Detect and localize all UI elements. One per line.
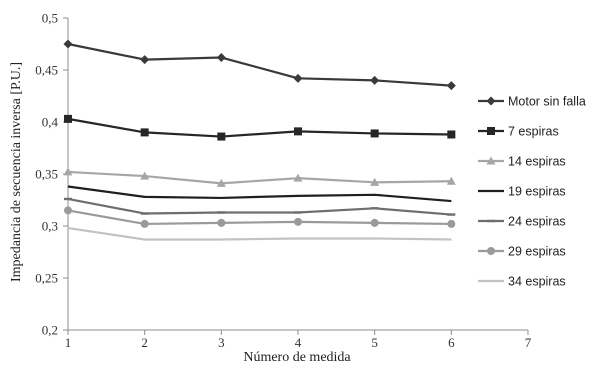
data-point bbox=[294, 217, 302, 226]
data-point bbox=[370, 177, 380, 186]
data-point bbox=[63, 167, 73, 176]
data-point bbox=[140, 212, 149, 215]
legend-marker bbox=[487, 247, 495, 255]
series-4 bbox=[67, 185, 452, 203]
series-line bbox=[67, 185, 452, 203]
data-point bbox=[216, 53, 226, 63]
legend-label: 29 espiras bbox=[508, 245, 566, 259]
legend-label: 14 espiras bbox=[508, 155, 566, 169]
series-1 bbox=[63, 39, 456, 91]
data-point bbox=[293, 173, 303, 182]
legend-marker bbox=[487, 219, 495, 223]
legend-item: 34 espiras bbox=[478, 275, 566, 289]
data-point bbox=[217, 218, 226, 227]
data-point bbox=[64, 114, 72, 123]
data-point bbox=[294, 127, 302, 136]
data-point bbox=[293, 73, 303, 83]
legend-item: 19 espiras bbox=[478, 185, 566, 199]
legend-item: 7 espiras bbox=[478, 125, 559, 139]
x-tick-label: 4 bbox=[295, 335, 302, 350]
legend-marker bbox=[486, 156, 496, 165]
data-point bbox=[63, 39, 73, 49]
data-point bbox=[294, 211, 302, 214]
y-axis-title: Impedancia de secuencia inversa [P.U.] bbox=[9, 62, 24, 282]
legend-marker bbox=[486, 96, 496, 106]
data-point bbox=[370, 218, 379, 227]
x-axis-title: Número de medida bbox=[243, 350, 351, 365]
x-tick-label: 5 bbox=[371, 335, 378, 350]
data-point bbox=[217, 132, 226, 141]
data-point bbox=[370, 129, 379, 138]
series-7 bbox=[67, 226, 452, 241]
series-2 bbox=[64, 114, 456, 141]
legend: Motor sin falla 7 espiras 14 espiras 19 esp… bbox=[478, 95, 586, 289]
series-6 bbox=[64, 206, 456, 228]
data-point bbox=[446, 81, 456, 91]
x-tick-label: 1 bbox=[65, 335, 72, 350]
y-tick-label: 0,3 bbox=[42, 219, 58, 234]
x-tick-label: 6 bbox=[448, 335, 455, 350]
plot-area: 0,2 0,25 0,3 0,35 0,4 0,45 0,5 1 2 3 4 5 6 7 bbox=[35, 11, 532, 351]
data-point bbox=[447, 213, 456, 216]
legend-label: 7 espiras bbox=[508, 125, 559, 139]
legend-marker bbox=[487, 127, 495, 135]
data-point bbox=[216, 178, 226, 187]
y-tick-label: 0,5 bbox=[42, 11, 58, 26]
x-tick-label: 7 bbox=[525, 335, 532, 350]
legend-item: Motor sin falla bbox=[478, 95, 586, 109]
data-point bbox=[64, 197, 72, 201]
data-point bbox=[140, 219, 149, 228]
data-point bbox=[446, 176, 456, 185]
data-point bbox=[370, 207, 379, 210]
legend-label: 24 espiras bbox=[508, 215, 566, 229]
legend-item: 29 espiras bbox=[478, 245, 566, 259]
data-point bbox=[140, 55, 150, 65]
series-5 bbox=[64, 197, 456, 216]
y-tick-label: 0,45 bbox=[35, 63, 58, 78]
x-tick-label: 3 bbox=[218, 335, 225, 350]
legend-label: Motor sin falla bbox=[508, 95, 586, 109]
legend-item: 14 espiras bbox=[478, 155, 566, 169]
series-line bbox=[67, 209, 452, 226]
series-line bbox=[67, 226, 452, 241]
legend-item: 24 espiras bbox=[478, 215, 566, 229]
data-point bbox=[217, 211, 226, 214]
data-point bbox=[140, 128, 149, 137]
y-tick-label: 0,35 bbox=[35, 167, 58, 182]
y-tick-label: 0,25 bbox=[35, 271, 58, 286]
legend-label: 34 espiras bbox=[508, 275, 566, 289]
legend-label: 19 espiras bbox=[508, 185, 566, 199]
data-point bbox=[140, 171, 150, 180]
data-point bbox=[64, 206, 72, 215]
data-point bbox=[447, 130, 456, 139]
series-line bbox=[67, 197, 452, 216]
y-tick-label: 0,4 bbox=[42, 115, 59, 130]
data-point bbox=[447, 219, 456, 228]
series-line bbox=[67, 42, 452, 87]
series-3 bbox=[63, 167, 456, 187]
x-tick-label: 2 bbox=[141, 335, 148, 350]
series-line bbox=[67, 117, 452, 138]
series-line bbox=[67, 170, 452, 185]
data-point bbox=[370, 75, 380, 85]
y-tick-label: 0,2 bbox=[42, 323, 58, 338]
